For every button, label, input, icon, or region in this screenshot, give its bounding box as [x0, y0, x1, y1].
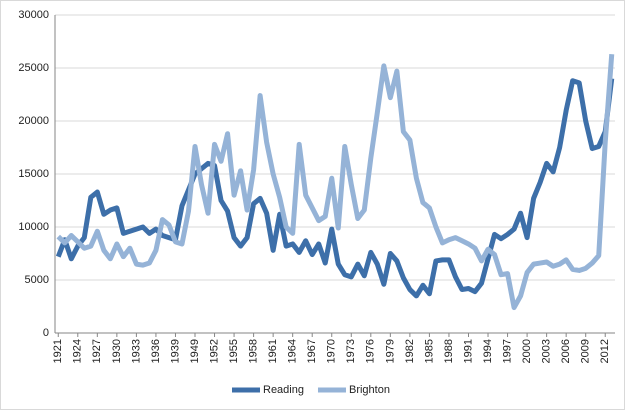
y-tick-label: 10000 — [18, 221, 49, 233]
x-tick-label: 1967 — [306, 339, 318, 363]
x-tick-label: 1961 — [267, 339, 279, 363]
x-tick-label: 1970 — [326, 339, 338, 363]
series-line — [56, 54, 615, 311]
y-tick-label: 15000 — [18, 168, 49, 180]
x-tick-label: 2012 — [599, 339, 611, 363]
x-tick-label: 1997 — [501, 339, 513, 363]
x-tick-label: 2003 — [541, 339, 553, 363]
y-tick-label: 30000 — [18, 9, 49, 21]
x-tick-label: 1955 — [228, 339, 240, 363]
x-tick-label: 1982 — [404, 339, 416, 363]
x-tick-label: 1973 — [345, 339, 357, 363]
x-tick-label: 1976 — [365, 339, 377, 363]
x-tick-label: 1979 — [384, 339, 396, 363]
x-tick-label: 1952 — [208, 339, 220, 363]
x-tick-label: 1949 — [189, 339, 201, 363]
x-tick-label: 1991 — [462, 339, 474, 363]
y-tick-label: 0 — [43, 327, 49, 339]
series-line — [55, 78, 615, 299]
x-tick-label: 1958 — [248, 339, 260, 363]
y-tick-label: 20000 — [18, 115, 49, 127]
x-tick-label: 2006 — [560, 339, 572, 363]
y-tick-label: 5000 — [25, 274, 49, 286]
y-tick-label: 25000 — [18, 62, 49, 74]
x-tick-label: 1964 — [287, 339, 299, 363]
x-tick-label: 1985 — [423, 339, 435, 363]
legend: Reading Brighton — [232, 384, 390, 396]
x-tick-label: 1988 — [443, 339, 455, 363]
x-tick-label: 1927 — [91, 339, 103, 363]
x-tick-label: 1930 — [111, 339, 123, 363]
legend-label: Brighton — [349, 384, 390, 396]
x-tick-label: 1939 — [169, 339, 181, 363]
x-tick-label: 1933 — [130, 339, 142, 363]
x-tick-label: 1936 — [150, 339, 162, 363]
legend-label: Reading — [263, 384, 304, 396]
x-tick-label: 1924 — [72, 339, 84, 363]
x-tick-label: 1994 — [482, 339, 494, 363]
x-tick-label: 1921 — [52, 339, 64, 363]
x-tick-label: 2009 — [580, 339, 592, 363]
x-tick-label: 2000 — [521, 339, 533, 363]
